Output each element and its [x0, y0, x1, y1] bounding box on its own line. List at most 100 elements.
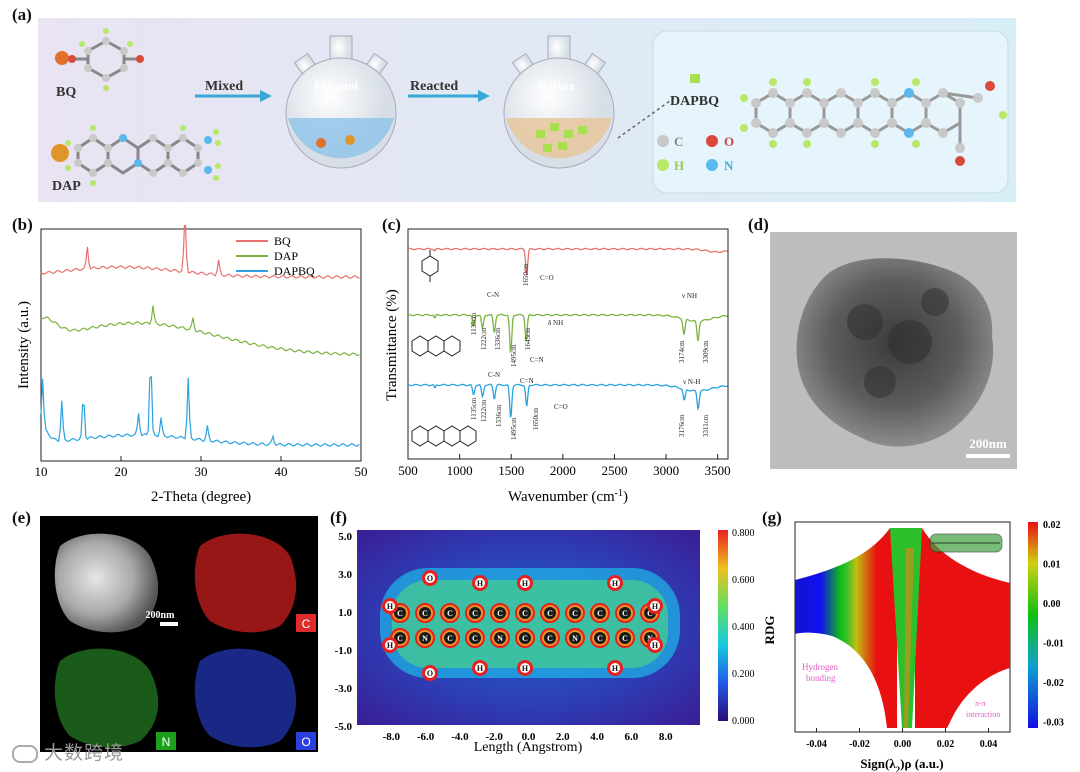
elf-atom-label: C [472, 609, 478, 618]
panel-a-label: (a) [12, 5, 32, 24]
elf-atom-label: O [427, 669, 433, 678]
svg-text:C=O: C=O [540, 274, 554, 282]
svg-text:C: C [302, 617, 311, 631]
rdg-colorbar [1028, 522, 1038, 728]
dap-particle [51, 144, 69, 162]
elf-cbar-tick: 0.600 [732, 575, 755, 586]
svg-text:1336cm: 1336cm [495, 404, 503, 427]
elf-atom-label: H [522, 579, 529, 588]
rdg-ylabel: RDG [762, 616, 777, 645]
flask2-label: Reflux [538, 78, 575, 93]
elf-xtick: 8.0 [659, 731, 673, 743]
svg-text:1336cm: 1336cm [494, 327, 502, 350]
eds-maps: 200nm C N O [40, 516, 318, 752]
ir-xtick: 500 [398, 463, 418, 478]
elf-atom-label: C [472, 634, 478, 643]
elf-xtick: -4.0 [451, 731, 469, 743]
ir-xtick: 1000 [447, 463, 473, 478]
svg-text:ν NH: ν NH [682, 292, 697, 300]
elf-cbar-tick: 0.400 [732, 622, 755, 633]
rdg-wings [795, 528, 897, 728]
reacted-label: Reacted [410, 79, 458, 94]
eds-haadf [54, 533, 159, 633]
eds-scale: 200nm [146, 610, 176, 621]
elf-atom-label: H [387, 602, 394, 611]
elf-xtick: -6.0 [417, 731, 435, 743]
svg-text:3311cm: 3311cm [702, 414, 710, 437]
tem-image: 200nm [770, 232, 1017, 469]
rdg-cbar-tick: 0.00 [1043, 599, 1061, 610]
elf-ytick: 1.0 [338, 607, 352, 619]
svg-text:N: N [162, 735, 171, 749]
elf-atom-label: C [447, 634, 453, 643]
xrd-series-bq [40, 225, 360, 279]
elf-atom-label: N [572, 634, 578, 643]
rdg-inset-molecule [929, 533, 1003, 553]
elf-atom-label: C [597, 634, 603, 643]
elf-atom-label: N [422, 634, 428, 643]
ir-xtick: 2000 [550, 463, 576, 478]
elf-atom-label: C [522, 609, 528, 618]
xrd-ylabel: Intensity (a.u.) [16, 301, 32, 389]
svg-text:C: C [674, 134, 683, 149]
xrd-legend-dapbq: DAPBQ [274, 264, 315, 278]
atom-legend: C O H N [657, 134, 734, 173]
svg-text:1650cm: 1650cm [532, 407, 540, 430]
elf-cbar-tick: 0.200 [732, 669, 755, 680]
elf-atom-label: C [572, 609, 578, 618]
svg-text:N: N [724, 158, 734, 173]
elf-atom-label: C [647, 609, 653, 618]
elf-atom-label: C [597, 609, 603, 618]
ethanol-flask [285, 35, 397, 169]
svg-text:1222cm: 1222cm [480, 399, 488, 422]
elf-atom-label: N [647, 634, 653, 643]
watermark-icon [12, 744, 38, 763]
rdg-ann-2a: π-π [975, 699, 986, 708]
elf-atom-label: H [612, 664, 619, 673]
rdg-xtick: 0.02 [937, 739, 955, 750]
elf-atom-label: C [447, 609, 453, 618]
eds-o-map [194, 648, 297, 748]
xrd-legend: BQ DAP DAPBQ [236, 234, 315, 278]
elf-atom-label: N [497, 634, 503, 643]
elf-xlabel: Length (Angstrom) [474, 740, 583, 755]
product-box [652, 30, 1009, 194]
svg-text:1135cm: 1135cm [470, 397, 478, 420]
bq-particle [55, 51, 69, 65]
panel-b-label: (b) [12, 215, 33, 234]
elf-atom-label: C [547, 609, 553, 618]
elf-atom-label: C [522, 634, 528, 643]
xrd-series-dap [40, 305, 360, 357]
xrd-xtick: 40 [275, 464, 288, 479]
elf-atom-label: C [497, 609, 503, 618]
svg-text:C-N: C-N [488, 371, 500, 379]
rdg-cbar-tick: -0.03 [1043, 718, 1064, 729]
elf-atom-label: H [477, 664, 484, 673]
panel-d-label: (d) [748, 215, 769, 234]
rdg-cbar-tick: -0.01 [1043, 639, 1064, 650]
flask1-label: Ethanol [314, 78, 358, 93]
rdg-xtick: 0.00 [894, 739, 912, 750]
elf-atom-label: O [427, 574, 433, 583]
svg-text:O: O [724, 134, 734, 149]
elf-xtick: 4.0 [590, 731, 604, 743]
panel-f-label: (f) [330, 508, 347, 527]
svg-text:1495cm: 1495cm [510, 417, 518, 440]
xrd-xtick: 30 [195, 464, 208, 479]
ir-series-dapbq [407, 383, 728, 418]
elf-xtick: 2.0 [556, 731, 570, 743]
panel-c-label: (c) [382, 215, 401, 234]
svg-text:C=O: C=O [554, 403, 568, 411]
eds-n-map [54, 648, 159, 748]
svg-text:1135cm: 1135cm [470, 312, 478, 335]
svg-text:1645cm: 1645cm [524, 327, 532, 350]
ir-chart: 500 1000 1500 2000 2500 3000 3500 Transmittanc… [384, 228, 731, 505]
xrd-xlabel: 2-Theta (degree) [151, 489, 251, 505]
rdg-ann-1b: bonding [806, 673, 836, 683]
rdg-ann-1a: Hydrogen [802, 662, 838, 672]
rdg-cbar-tick: -0.02 [1043, 678, 1064, 689]
svg-text:3309cm: 3309cm [702, 340, 710, 363]
svg-text:1222cm: 1222cm [480, 327, 488, 350]
elf-xtick: 0.0 [522, 731, 536, 743]
elf-map: C C C N C C C C C N C C C C C N C C C C C N O H H H O H H H H H H H -8.0 -… [335, 528, 755, 755]
